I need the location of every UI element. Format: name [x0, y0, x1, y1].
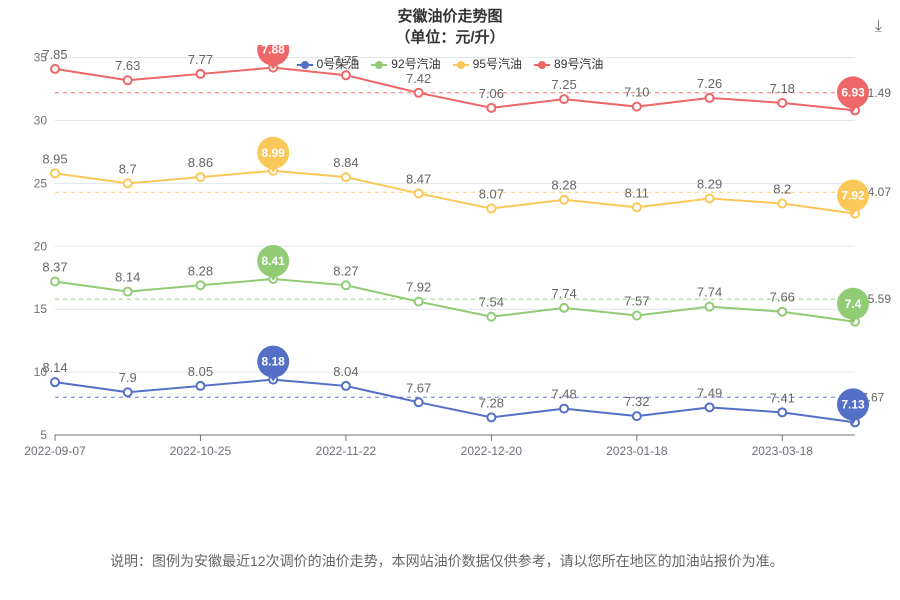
- svg-text:2022-09-07: 2022-09-07: [24, 444, 86, 458]
- svg-text:7.88: 7.88: [262, 45, 286, 57]
- svg-text:8.14: 8.14: [42, 360, 67, 375]
- svg-text:15: 15: [34, 302, 48, 316]
- svg-text:7.77: 7.77: [188, 52, 213, 67]
- svg-text:7.74: 7.74: [697, 285, 722, 300]
- svg-text:7.25: 7.25: [551, 77, 576, 92]
- svg-text:2022-10-25: 2022-10-25: [170, 444, 232, 458]
- svg-text:7.67: 7.67: [406, 380, 431, 395]
- svg-text:7.57: 7.57: [624, 293, 649, 308]
- title-line2: （单位：元/升）: [395, 29, 504, 46]
- svg-text:8.29: 8.29: [697, 176, 722, 191]
- footer-note: 说明：图例为安徽最近12次调价的油价走势，本网站油价数据仅供参考，请以您所在地区…: [110, 550, 860, 572]
- svg-text:8.05: 8.05: [188, 364, 213, 379]
- svg-text:7.54: 7.54: [479, 295, 504, 310]
- svg-text:8.86: 8.86: [188, 155, 213, 170]
- svg-text:7.10: 7.10: [624, 85, 649, 100]
- svg-text:8.95: 8.95: [42, 151, 67, 166]
- svg-text:7.63: 7.63: [115, 58, 140, 73]
- svg-text:8.07: 8.07: [479, 187, 504, 202]
- chart-area: 51015202530352022-09-072022-10-252022-11…: [0, 45, 900, 475]
- svg-text:7.4: 7.4: [845, 297, 862, 311]
- download-icon[interactable]: ⤓: [875, 18, 882, 36]
- svg-text:8.99: 8.99: [262, 146, 286, 160]
- svg-text:7.28: 7.28: [479, 395, 504, 410]
- svg-text:7.75: 7.75: [333, 53, 358, 68]
- svg-text:8.2: 8.2: [773, 182, 791, 197]
- svg-text:8.41: 8.41: [262, 254, 286, 268]
- svg-text:20: 20: [34, 239, 48, 253]
- svg-text:8.18: 8.18: [262, 355, 286, 369]
- svg-text:8.11: 8.11: [625, 185, 649, 200]
- title-line1: 安徽油价走势图: [397, 8, 502, 25]
- svg-text:7.32: 7.32: [624, 394, 649, 409]
- svg-text:7.9: 7.9: [119, 370, 137, 385]
- svg-text:7.26: 7.26: [697, 76, 722, 91]
- svg-text:8.7: 8.7: [119, 161, 137, 176]
- svg-text:7.85: 7.85: [42, 47, 67, 62]
- svg-text:7.06: 7.06: [479, 86, 504, 101]
- chart-svg: 51015202530352022-09-072022-10-252022-11…: [0, 45, 900, 475]
- svg-text:8.37: 8.37: [42, 260, 67, 275]
- svg-text:7.42: 7.42: [406, 71, 431, 86]
- svg-text:7.41: 7.41: [770, 390, 795, 405]
- svg-text:7.66: 7.66: [770, 290, 795, 305]
- svg-text:7.92: 7.92: [406, 280, 431, 295]
- svg-text:8.28: 8.28: [188, 263, 213, 278]
- svg-text:8.84: 8.84: [333, 155, 358, 170]
- svg-text:7.13: 7.13: [841, 397, 865, 411]
- svg-text:2023-01-18: 2023-01-18: [606, 444, 668, 458]
- svg-text:2023-03-18: 2023-03-18: [752, 444, 814, 458]
- svg-text:30: 30: [34, 113, 48, 127]
- svg-text:7.49: 7.49: [697, 385, 722, 400]
- svg-text:8.28: 8.28: [551, 178, 576, 193]
- svg-text:7.92: 7.92: [841, 189, 865, 203]
- svg-text:8.47: 8.47: [406, 171, 431, 186]
- svg-text:7.18: 7.18: [770, 81, 795, 96]
- svg-text:7.74: 7.74: [551, 286, 576, 301]
- svg-text:2022-12-20: 2022-12-20: [461, 444, 523, 458]
- svg-text:5: 5: [40, 428, 47, 442]
- svg-text:2022-11-22: 2022-11-22: [316, 444, 377, 458]
- svg-text:8.14: 8.14: [115, 270, 140, 285]
- svg-text:7.48: 7.48: [551, 387, 576, 402]
- svg-text:8.27: 8.27: [333, 263, 358, 278]
- svg-text:6.93: 6.93: [841, 85, 865, 99]
- chart-title: 安徽油价走势图 （单位：元/升）: [0, 0, 900, 48]
- svg-text:25: 25: [34, 176, 48, 190]
- svg-text:8.04: 8.04: [333, 364, 358, 379]
